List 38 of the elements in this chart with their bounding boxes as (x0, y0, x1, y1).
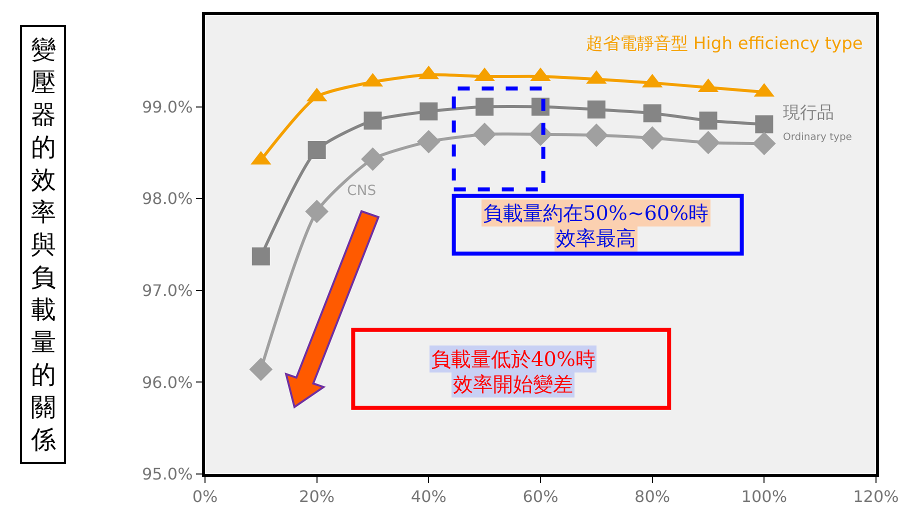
x-tick-label: 80% (634, 487, 670, 506)
point (472, 122, 496, 146)
point (252, 247, 270, 266)
y-tick-label: 96.0% (142, 372, 193, 392)
point (643, 104, 662, 122)
x-tick-label: 0% (192, 487, 218, 506)
x-tick-label: 100% (741, 487, 788, 506)
chart-title: 變壓器的效率與負載量的關係 (31, 35, 56, 454)
annotation: 效率最高 (556, 226, 636, 250)
point (640, 126, 664, 150)
point (364, 112, 382, 130)
point (476, 98, 494, 116)
point (305, 200, 329, 224)
y-tick-label: 97.0% (142, 281, 193, 300)
point (420, 102, 438, 120)
x-tick-label: 60% (522, 487, 558, 506)
point (699, 112, 718, 130)
series-label: 現行品 Ordinary type (783, 103, 852, 144)
point (584, 124, 608, 147)
point (416, 130, 440, 154)
point (361, 147, 384, 171)
x-tick-label: 20% (299, 487, 335, 506)
annotation: 負載量約在50%~60%時 (483, 201, 709, 225)
point (752, 132, 776, 156)
series-label: 超省電靜音型 High efficiency type (586, 34, 863, 54)
x-tick-label: 40% (410, 487, 446, 506)
series-label: CNS (347, 183, 376, 199)
point (249, 358, 273, 382)
annotation: 負載量低於40%時 (431, 347, 596, 371)
point (308, 140, 326, 159)
y-tick-label: 99.0% (142, 97, 193, 116)
y-tick-label: 95.0% (142, 464, 193, 484)
annotation: 效率開始變差 (453, 372, 573, 396)
point (587, 100, 606, 119)
y-tick-label: 98.0% (142, 189, 193, 208)
point (696, 130, 720, 154)
point (755, 115, 774, 134)
x-tick-label: 120% (853, 487, 899, 506)
